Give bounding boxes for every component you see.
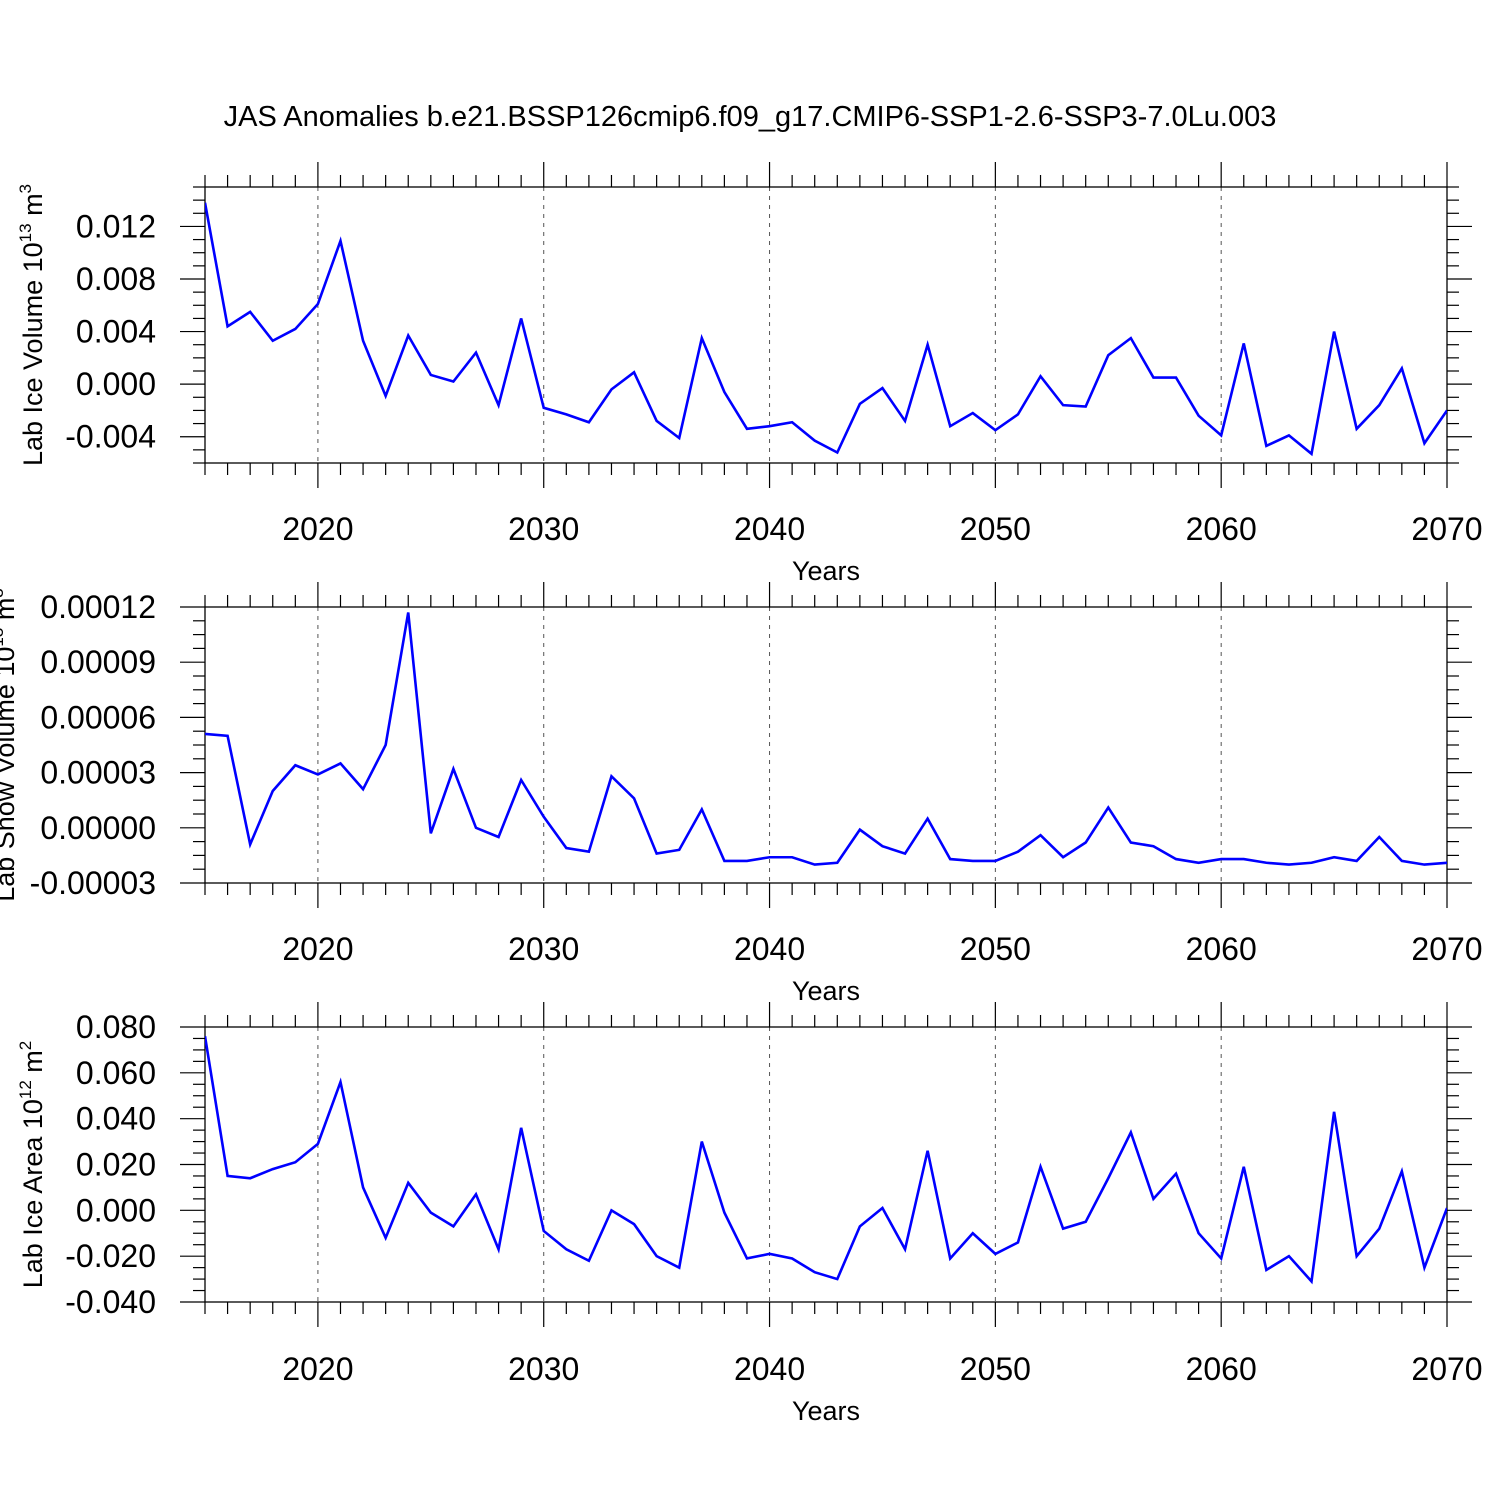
- y-tick-label: -0.00003: [30, 865, 156, 901]
- y-tick-label: -0.020: [65, 1238, 156, 1274]
- y-tick-label: -0.004: [65, 419, 156, 455]
- x-tick-label: 2040: [734, 511, 805, 547]
- panel-1: 0.012 0.008 0.004 0.000 -0.004 2020 2030 2040 20…: [16, 162, 1483, 586]
- y-axis-label: Lab Snow Volume 1013 m3: [0, 588, 20, 902]
- x-axis-label: Years: [792, 1396, 860, 1426]
- panels: 0.012 0.008 0.004 0.000 -0.004 2020 2030 2040 20…: [0, 162, 1483, 1426]
- x-tick-label: 2070: [1411, 1351, 1482, 1387]
- panel-3: 0.080 0.060 0.040 0.020 0.000 -0.020 -0.040 202…: [16, 1002, 1483, 1426]
- x-tick-label: 2050: [960, 1351, 1031, 1387]
- y-tick-label: 0.00006: [40, 699, 156, 735]
- x-tick-label: 2020: [282, 1351, 353, 1387]
- x-tick-label: 2060: [1186, 1351, 1257, 1387]
- x-tick-label: 2020: [282, 511, 353, 547]
- x-axis-label: Years: [792, 556, 860, 586]
- y-tick-label: -0.040: [65, 1284, 156, 1320]
- x-tick-label: 2070: [1411, 931, 1482, 967]
- series-line: [205, 1035, 1447, 1285]
- chart-title: JAS Anomalies b.e21.BSSP126cmip6.f09_g17…: [224, 101, 1277, 133]
- x-tick-label: 2040: [734, 931, 805, 967]
- y-tick-label: 0.080: [76, 1009, 156, 1045]
- x-tick-label: 2050: [960, 511, 1031, 547]
- x-tick-label: 2050: [960, 931, 1031, 967]
- y-tick-label: 0.00003: [40, 755, 156, 791]
- y-tick-label: 0.060: [76, 1055, 156, 1091]
- x-tick-label: 2040: [734, 1351, 805, 1387]
- plot-frame: [204, 606, 1448, 884]
- y-axis-label: Lab Ice Area 1012 m2: [16, 1041, 48, 1289]
- x-tick-label: 2060: [1186, 511, 1257, 547]
- panel-2: 0.00012 0.00009 0.00006 0.00003 0.00000 -0.00…: [0, 582, 1483, 1006]
- y-tick-label: 0.008: [76, 261, 156, 297]
- plot-frame: [204, 186, 1448, 464]
- y-tick-label: 0.000: [76, 1192, 156, 1228]
- y-axis-label: Lab Ice Volume 1013 m3: [16, 184, 48, 466]
- y-tick-label: 0.00012: [40, 589, 156, 625]
- x-tick-label: 2060: [1186, 931, 1257, 967]
- y-tick-label: 0.004: [76, 314, 156, 350]
- series-line: [205, 612, 1447, 866]
- y-tick-label: 0.00009: [40, 644, 156, 680]
- y-tick-label: 0.040: [76, 1101, 156, 1137]
- y-tick-label: 0.020: [76, 1147, 156, 1183]
- y-tick-label: 0.012: [76, 208, 156, 244]
- series-line: [205, 202, 1447, 457]
- x-tick-label: 2030: [508, 511, 579, 547]
- x-tick-label: 2020: [282, 931, 353, 967]
- y-tick-label: 0.00000: [40, 810, 156, 846]
- plot-frame: [204, 1026, 1448, 1303]
- x-tick-label: 2030: [508, 931, 579, 967]
- x-tick-label: 2030: [508, 1351, 579, 1387]
- x-tick-label: 2070: [1411, 511, 1482, 547]
- y-tick-label: 0.000: [76, 366, 156, 402]
- x-axis-label: Years: [792, 976, 860, 1006]
